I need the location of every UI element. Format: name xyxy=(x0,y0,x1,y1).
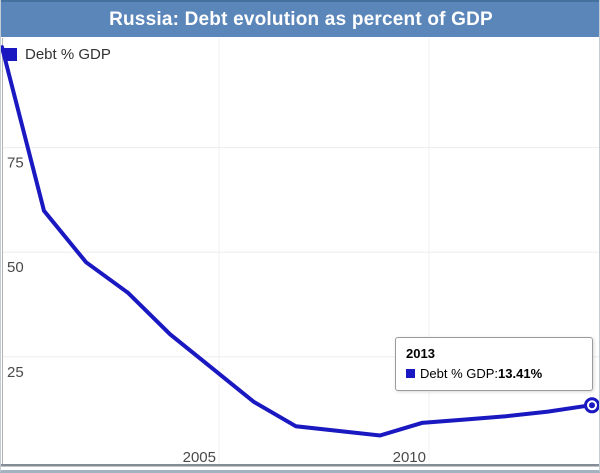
tooltip-value: 13.41% xyxy=(498,366,543,381)
x-tick-label: 2010 xyxy=(393,449,426,466)
tooltip-series-row: Debt % GDP: 13.41% xyxy=(406,366,582,381)
legend-item[interactable]: Debt % GDP xyxy=(4,46,111,63)
y-tick-label: 25 xyxy=(7,364,24,381)
tooltip-series-label: Debt % GDP xyxy=(420,366,495,381)
series-line-debt-pct-gdp[interactable] xyxy=(1,45,592,438)
x-axis-line xyxy=(1,464,599,467)
tooltip: 2013 Debt % GDP: 13.41% xyxy=(395,337,593,391)
tooltip-year: 2013 xyxy=(406,346,435,361)
legend-marker-icon xyxy=(4,48,17,61)
point-marker-dot[interactable] xyxy=(589,402,595,409)
x-tick-label: 2005 xyxy=(183,449,216,466)
y-tick-label: 75 xyxy=(7,155,24,172)
tooltip-separator: : xyxy=(494,366,499,381)
y-tick-label: 50 xyxy=(7,259,24,276)
tooltip-series-marker-icon xyxy=(406,369,415,378)
chart-title: Russia: Debt evolution as percent of GDP xyxy=(109,8,493,30)
title-bar: Russia: Debt evolution as percent of GDP xyxy=(1,0,599,37)
legend-label: Debt % GDP xyxy=(25,46,111,63)
